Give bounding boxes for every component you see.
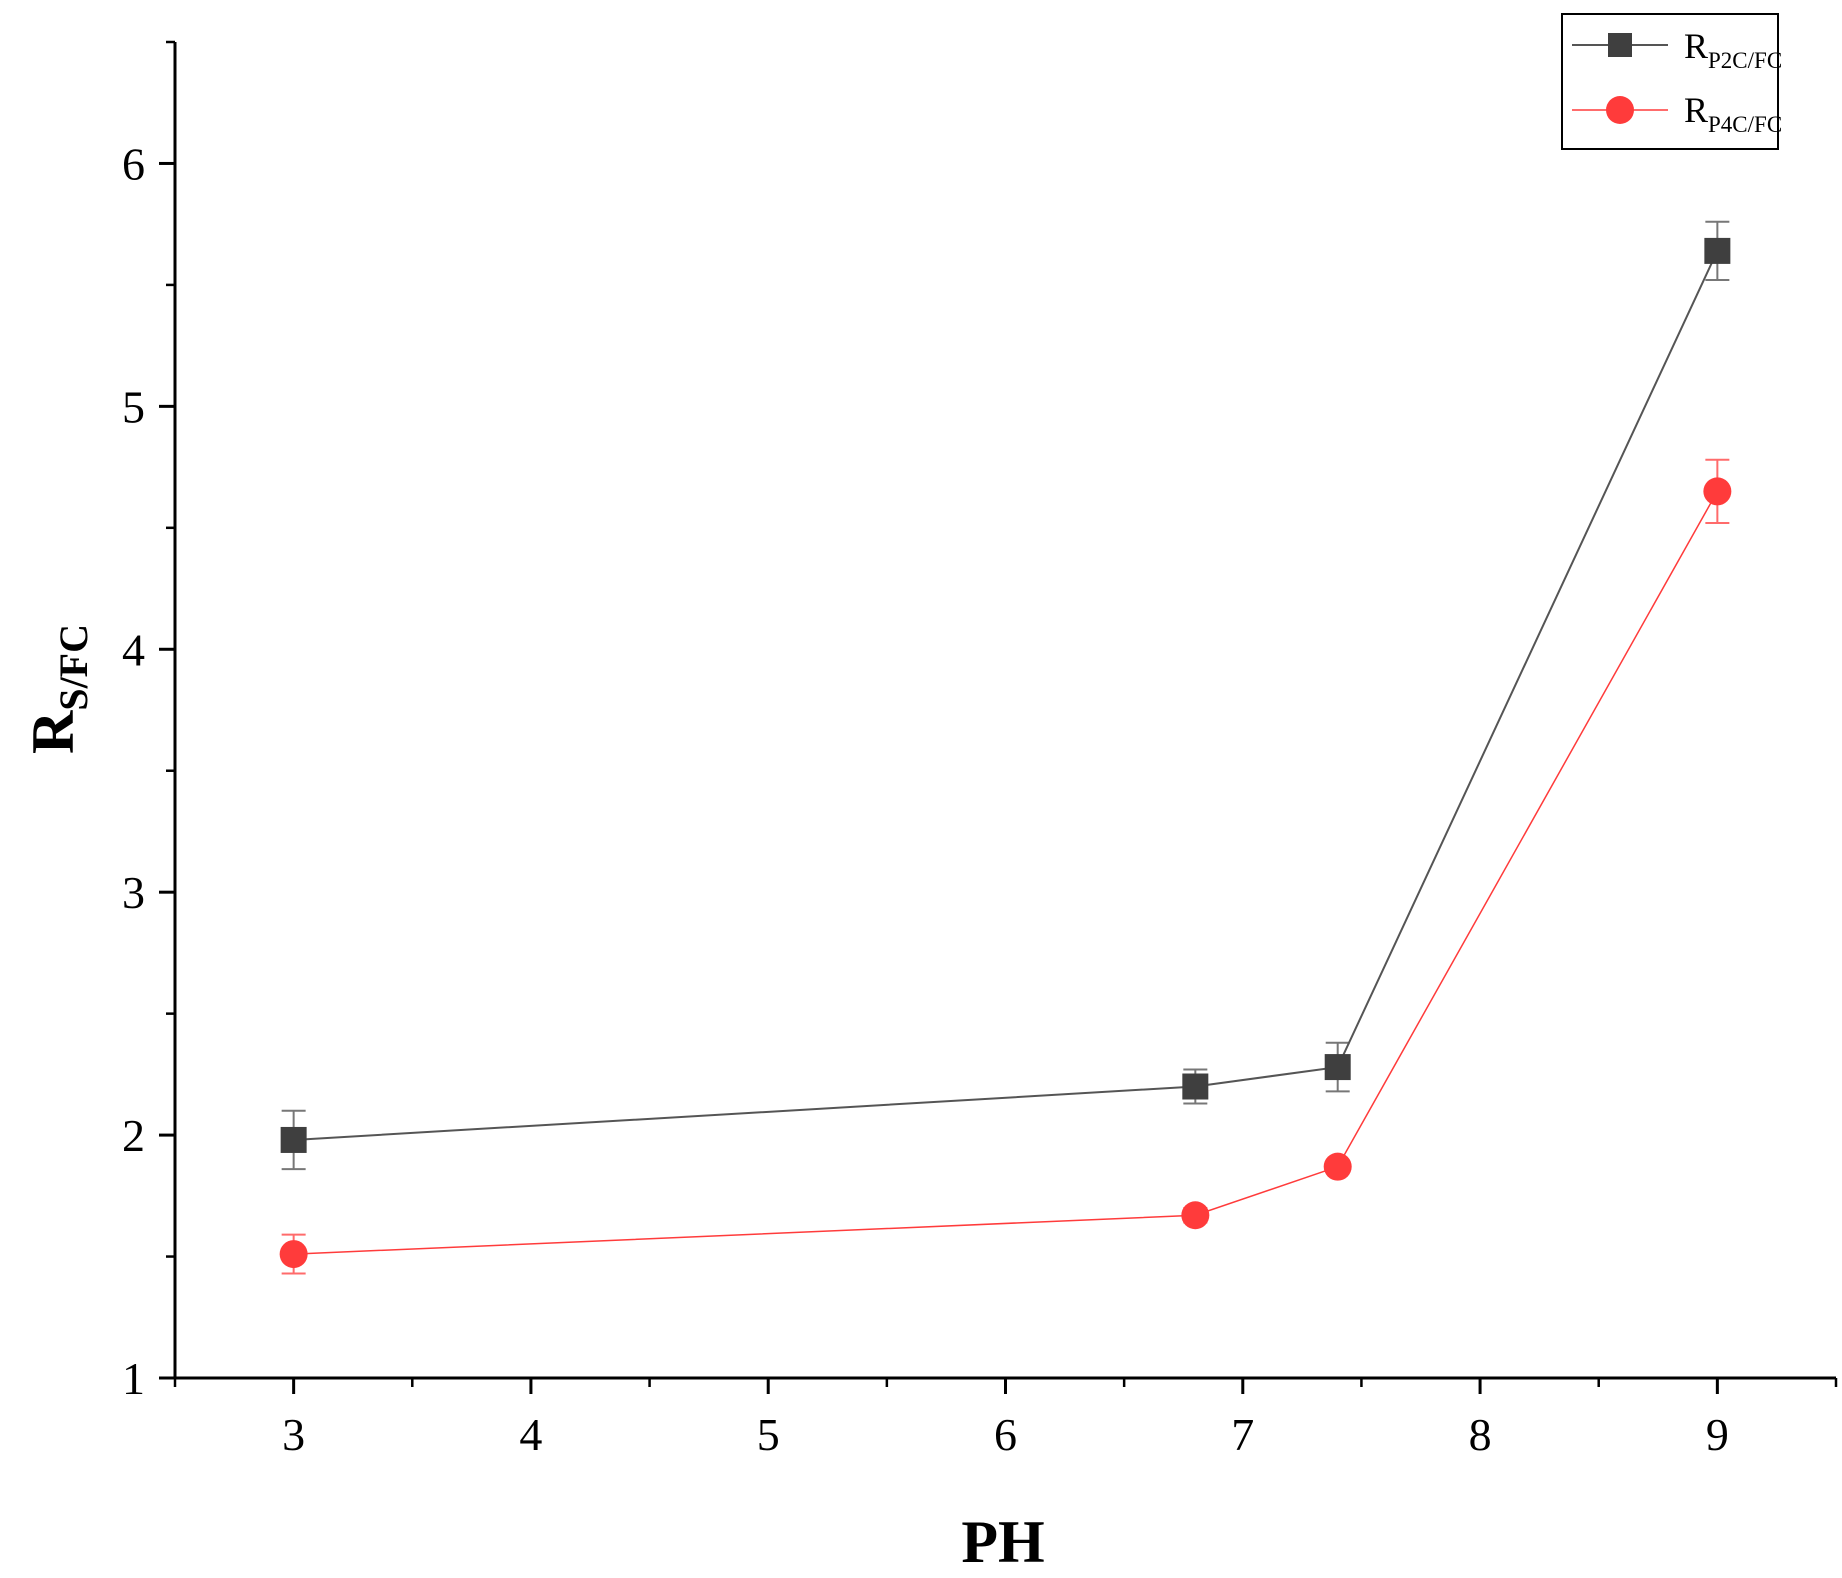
y-tick-label: 3 bbox=[122, 867, 145, 918]
y-tick-label: 1 bbox=[122, 1353, 145, 1404]
y-tick-label: 2 bbox=[122, 1110, 145, 1161]
ticks: 3 4 5 6 7 8 9 1 2 3 4 5 6 bbox=[122, 40, 1838, 1460]
legend-label-p2c-subscript: P2C/FC bbox=[1708, 48, 1782, 73]
y-axis-title: RS/FC bbox=[20, 624, 96, 754]
y-tick-label: 6 bbox=[122, 138, 145, 189]
y-tick-label: 5 bbox=[122, 381, 145, 432]
y-axis-title-base: R bbox=[20, 710, 86, 754]
series-lines bbox=[293, 250, 1719, 1255]
x-tick-label: 8 bbox=[1469, 1409, 1492, 1460]
x-tick-label: 5 bbox=[757, 1409, 780, 1460]
legend-item-p2c: RP2C/FC bbox=[1572, 26, 1782, 73]
x-tick-label: 7 bbox=[1231, 1409, 1254, 1460]
legend-item-p4c: RP4C/FC bbox=[1572, 90, 1782, 137]
legend-label-p4c: RP4C/FC bbox=[1684, 90, 1782, 137]
data-point-square bbox=[1182, 1073, 1209, 1100]
legend-marker-p4c bbox=[1606, 96, 1634, 124]
legend-label-p4c-subscript: P4C/FC bbox=[1708, 112, 1782, 137]
legend-marker-p2c bbox=[1608, 33, 1632, 57]
x-tick-label: 4 bbox=[519, 1409, 542, 1460]
y-tick-label: 4 bbox=[122, 624, 145, 675]
data-point-square bbox=[280, 1126, 307, 1153]
data-point-circle bbox=[1703, 477, 1732, 506]
x-axis-title: PH bbox=[961, 1509, 1044, 1575]
series-line-0 bbox=[293, 250, 1719, 1141]
legend-box bbox=[1561, 13, 1779, 150]
series-markers bbox=[279, 237, 1732, 1269]
x-tick-label: 6 bbox=[994, 1409, 1017, 1460]
y-axis-title-subscript: S/FC bbox=[51, 624, 96, 711]
legend-label-p4c-base: R bbox=[1684, 90, 1708, 130]
x-tick-label: 3 bbox=[282, 1409, 305, 1460]
legend-label-p2c: RP2C/FC bbox=[1684, 26, 1782, 73]
data-point-square bbox=[1324, 1054, 1351, 1081]
data-point-circle bbox=[1323, 1152, 1352, 1181]
data-point-square bbox=[1704, 237, 1731, 264]
series-line-1 bbox=[293, 491, 1719, 1255]
data-point-circle bbox=[279, 1240, 308, 1269]
data-point-circle bbox=[1181, 1201, 1210, 1230]
legend: RP2C/FC RP4C/FC bbox=[1561, 13, 1782, 150]
legend-label-p2c-base: R bbox=[1684, 26, 1708, 66]
x-tick-label: 9 bbox=[1706, 1409, 1729, 1460]
